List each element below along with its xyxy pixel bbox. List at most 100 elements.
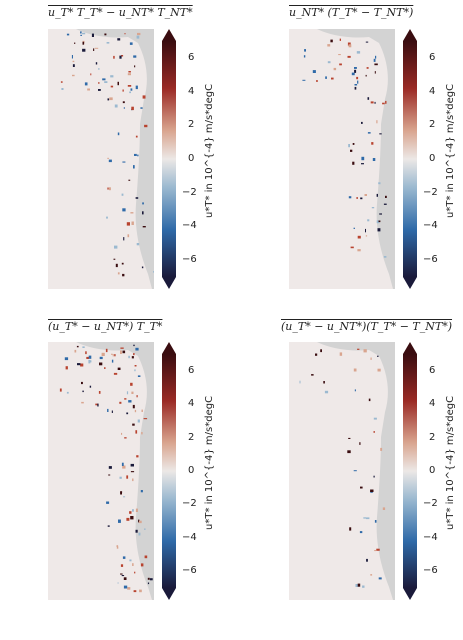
- colorbar-tick-label: −6: [182, 254, 197, 266]
- extend-top: [162, 29, 176, 41]
- anomaly-cell: [88, 360, 91, 364]
- anomaly-cell: [129, 559, 132, 562]
- colorbar-tick-label: 6: [188, 51, 195, 63]
- anomaly-cell: [134, 409, 137, 413]
- anomaly-cell: [354, 86, 357, 90]
- anomaly-cell: [365, 41, 369, 43]
- anomaly-cell: [122, 556, 126, 559]
- anomaly-cell: [113, 55, 115, 59]
- anomaly-cell: [121, 575, 125, 577]
- anomaly-cell: [127, 73, 131, 76]
- colorbar-svg: [403, 29, 417, 289]
- anomaly-cell: [363, 517, 366, 519]
- anomaly-cell: [333, 67, 337, 71]
- anomaly-cell: [361, 156, 365, 161]
- anomaly-cell: [106, 501, 110, 504]
- anomaly-cell: [350, 246, 354, 249]
- anomaly-cell: [132, 478, 134, 482]
- anomaly-cell: [324, 390, 329, 394]
- anomaly-cell: [104, 33, 107, 36]
- anomaly-cell: [141, 409, 143, 412]
- anomaly-cell: [123, 237, 125, 241]
- colorbar-tick-label: 4: [429, 85, 436, 97]
- anomaly-cell: [135, 135, 138, 138]
- anomaly-dots: [60, 31, 154, 277]
- anomaly-cell: [81, 381, 83, 385]
- anomaly-dots: [59, 344, 153, 593]
- anomaly-cell: [368, 398, 371, 402]
- panel-2: u_NT* (T_T* − T_NT*) 6 4 2 0 −2 −4 −6 u*T* in …: [241, 0, 463, 320]
- map-svg: [289, 342, 393, 600]
- colorbar-tick-label: −6: [182, 565, 197, 577]
- colorbar-fill: [403, 41, 417, 277]
- anomaly-cell: [84, 82, 88, 86]
- colorbar-tick-label: 4: [429, 398, 436, 410]
- colorbar-tick-label: −2: [423, 186, 438, 198]
- anomaly-cell: [347, 42, 351, 46]
- colorbar-ticks: 6 4 2 0 −2 −4 −6: [421, 342, 449, 600]
- colorbar-fill: [403, 354, 417, 588]
- extend-bottom: [403, 588, 417, 600]
- anomaly-cell: [109, 97, 113, 101]
- colorbar-tick-label: 0: [188, 153, 195, 164]
- colorbar-tick-label: −6: [423, 565, 438, 577]
- anomaly-cell: [122, 208, 126, 212]
- anomaly-cell: [348, 437, 351, 439]
- anomaly-cell: [107, 187, 109, 190]
- anomaly-cell: [120, 347, 124, 349]
- anomaly-cell: [372, 158, 376, 161]
- anomaly-cell: [331, 77, 334, 80]
- panel-title: (u_T* − u_NT*) T_T*: [48, 320, 162, 333]
- anomaly-cell: [356, 76, 359, 80]
- anomaly-cell: [365, 74, 367, 77]
- anomaly-cell: [112, 354, 114, 357]
- anomaly-cell: [131, 391, 134, 394]
- anomaly-cell: [107, 525, 110, 527]
- map-area: [48, 342, 154, 600]
- anomaly-cell: [107, 408, 109, 412]
- map-area: [48, 29, 154, 289]
- anomaly-cell: [299, 380, 301, 384]
- anomaly-cell: [348, 144, 350, 148]
- anomaly-cell: [126, 222, 130, 226]
- colorbar-tick-label: 0: [429, 153, 436, 164]
- panel-title: (u_T* − u_NT*)(T_T* − T_NT*): [281, 320, 452, 333]
- anomaly-cell: [129, 511, 132, 514]
- anomaly-cell: [119, 401, 122, 404]
- anomaly-cell: [143, 418, 148, 420]
- anomaly-cell: [373, 417, 377, 420]
- anomaly-cell: [374, 520, 377, 523]
- anomaly-cell: [77, 363, 81, 366]
- colorbar-tick-label: −4: [182, 531, 197, 543]
- extend-top: [403, 29, 417, 41]
- anomaly-cell: [76, 345, 79, 348]
- anomaly-cell: [134, 369, 136, 372]
- anomaly-cell: [111, 353, 113, 355]
- anomaly-cell: [121, 462, 124, 466]
- anomaly-cell: [122, 273, 125, 277]
- anomaly-cell: [137, 375, 141, 377]
- anomaly-cell: [90, 73, 92, 76]
- colorbar-tick-label: −6: [423, 254, 438, 266]
- anomaly-cell: [131, 356, 134, 359]
- anomaly-cell: [135, 197, 139, 199]
- anomaly-cell: [119, 55, 122, 59]
- anomaly-cell: [89, 385, 92, 388]
- anomaly-cell: [128, 71, 131, 73]
- anomaly-cell: [117, 38, 121, 41]
- anomaly-cell: [124, 398, 127, 400]
- anomaly-cell: [376, 193, 378, 197]
- anomaly-cell: [362, 585, 365, 588]
- anomaly-cell: [129, 42, 133, 45]
- anomaly-cell: [359, 442, 361, 445]
- anomaly-cell: [114, 245, 118, 249]
- anomaly-cell: [124, 33, 126, 35]
- anomaly-cell: [349, 527, 352, 531]
- anomaly-cell: [357, 80, 359, 84]
- anomaly-cell: [354, 69, 357, 73]
- anomaly-cell: [370, 489, 374, 492]
- anomaly-cell: [379, 133, 382, 135]
- anomaly-cell: [60, 81, 63, 83]
- anomaly-cell: [114, 104, 118, 108]
- anomaly-cell: [98, 391, 101, 394]
